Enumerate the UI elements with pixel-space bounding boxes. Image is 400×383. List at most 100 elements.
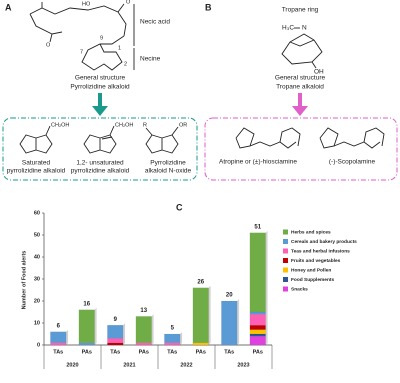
- group-box: [2, 117, 198, 181]
- x-tick-label: PAs: [139, 349, 149, 355]
- atom-label: 2: [124, 61, 127, 67]
- bar-segment: [50, 331, 67, 343]
- bar-depth: [151, 314, 154, 345]
- data-label: 51: [254, 224, 261, 230]
- data-label: 13: [140, 308, 147, 314]
- bar-segment: [249, 329, 266, 335]
- group-label: 2021: [123, 362, 135, 368]
- caption: Saturated: [22, 160, 51, 167]
- bar-segment: [249, 333, 266, 337]
- caption: Tropane alkaloid: [276, 84, 324, 91]
- y-tick-label: 10: [34, 320, 40, 326]
- y-tick-label: 0: [37, 342, 40, 348]
- bar-segment: [50, 342, 67, 346]
- y-tick-label: 30: [34, 276, 40, 282]
- bar-segment: [249, 232, 266, 313]
- group-box: [204, 117, 398, 181]
- atom-label: O: [126, 0, 131, 5]
- data-label: 16: [83, 301, 90, 307]
- y-axis-label: Number of Food alerts: [21, 251, 27, 310]
- group-label: 2022: [180, 362, 192, 368]
- caption: alkaloid N-oxide: [145, 168, 192, 175]
- bar-depth: [208, 285, 211, 345]
- data-label: 26: [197, 279, 204, 285]
- atom-label: CH₂OH: [51, 122, 69, 128]
- legend-swatch: [283, 239, 288, 244]
- bar-segment: [249, 311, 266, 315]
- structure: [145, 134, 179, 154]
- bar-segment: [78, 342, 95, 346]
- legend-swatch: [283, 248, 288, 254]
- structure: [83, 134, 117, 154]
- bar-segment: [164, 333, 181, 343]
- panel-label: C: [176, 202, 183, 212]
- legend-label: Snacks: [291, 286, 308, 292]
- annotation: Necine: [140, 56, 161, 63]
- chart: 0 10 20 30 40 50 60 6 TAs 16 PAs 9 TAs 13 PAs 5 TAs 26 PAs…: [34, 210, 357, 369]
- bar-depth: [66, 329, 69, 345]
- panel-label: A: [5, 2, 12, 12]
- atom-label: H₃C: [282, 25, 294, 32]
- bar-segment: [249, 314, 266, 326]
- bar-segment: [221, 300, 238, 346]
- legend-label: Honey and Pollen: [291, 267, 331, 273]
- double-bond: [101, 136, 113, 140]
- bar-segment: [249, 336, 266, 346]
- atom-label: OR: [179, 122, 187, 128]
- x-tick-label: PAs: [253, 349, 263, 355]
- x-tick-label: TAs: [224, 349, 234, 355]
- legend-label: Cereals and bakery products: [291, 239, 357, 245]
- y-tick-label: 50: [34, 232, 40, 238]
- caption: pyrrolizidine alkaloid: [7, 168, 66, 175]
- caption: Atropine or (±)-hiosciamine: [219, 159, 297, 166]
- arrow-head: [92, 106, 108, 116]
- panel-label: B: [205, 2, 212, 12]
- atom-label: R: [143, 122, 147, 128]
- bar-segment: [107, 342, 124, 346]
- legend-label: Herbs and spices: [291, 229, 331, 235]
- x-tick-label: TAs: [167, 349, 177, 355]
- caption: General structure: [275, 75, 326, 82]
- data-label: 20: [226, 293, 233, 299]
- group-label: 2023: [237, 362, 249, 368]
- structure: [235, 127, 385, 149]
- bar-depth: [123, 323, 126, 345]
- y-tick-label: 60: [34, 210, 40, 216]
- y-tick-label: 20: [34, 298, 40, 304]
- group-label: 2020: [66, 362, 78, 368]
- atom-label: OH: [314, 69, 324, 76]
- structure: [281, 33, 323, 69]
- caption: 1,2- unsaturated: [76, 160, 124, 167]
- caption: Pyrrolizidine: [150, 160, 186, 167]
- bond: [45, 125, 51, 136]
- bar-segment: [249, 325, 266, 330]
- bar-depth: [237, 299, 240, 345]
- arrow-head: [292, 106, 308, 116]
- bar-segment: [192, 342, 209, 346]
- bar-depth: [94, 307, 97, 345]
- legend-label: Teas and herbal infusions: [291, 248, 350, 254]
- x-tick-label: TAs: [53, 349, 63, 355]
- legend-swatch: [283, 267, 288, 273]
- bar-segment: [78, 309, 95, 343]
- legend-swatch: [283, 286, 288, 292]
- bar-depth: [180, 332, 183, 345]
- structure: [19, 134, 53, 154]
- data-label: 9: [114, 317, 118, 323]
- atom-label: 1: [118, 45, 121, 51]
- bar-segment: [107, 325, 124, 339]
- bar-segment: [164, 342, 181, 346]
- legend-label: Food Supplements: [291, 277, 335, 283]
- x-tick-label: TAs: [110, 349, 120, 355]
- bar-segment: [135, 316, 152, 343]
- bar-segment: [107, 338, 124, 343]
- data-label: 6: [57, 323, 61, 329]
- atom-label: HO: [82, 1, 91, 7]
- bond: [109, 125, 115, 136]
- legend-swatch: [283, 277, 288, 282]
- x-tick-label: PAs: [196, 349, 206, 355]
- caption: Pyrrolizidine alkaloid: [70, 84, 130, 91]
- caption: pyrrolizidine alkaloid: [71, 168, 130, 175]
- annotation: Tropane ring: [282, 7, 319, 14]
